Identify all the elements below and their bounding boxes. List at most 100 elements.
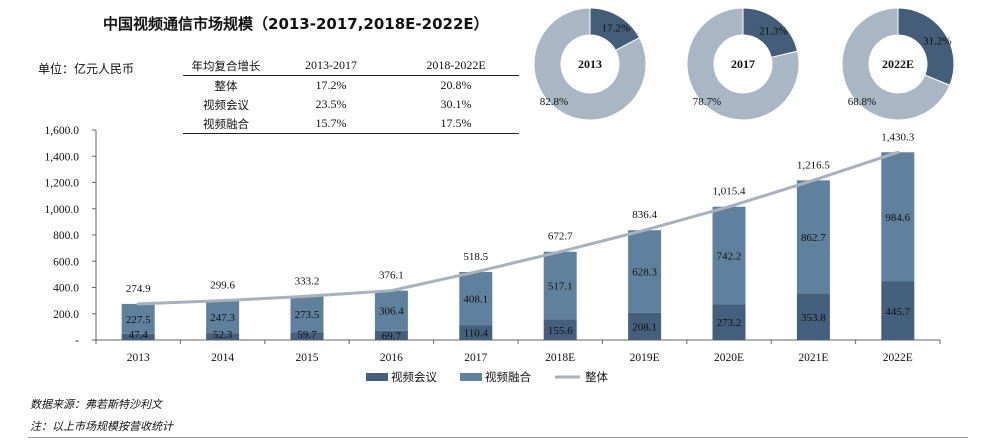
donut-label-fusion: 78.7% xyxy=(693,96,721,108)
bar-conference xyxy=(796,293,830,340)
cagr-row-value: 17.5% xyxy=(393,114,519,134)
total-point xyxy=(727,205,731,209)
y-tick-label: 1,200.0 xyxy=(45,178,80,190)
donut-label-conference: 21.3% xyxy=(759,26,787,38)
x-tick-label: 2018E xyxy=(545,352,575,364)
data-label-total: 376.1 xyxy=(379,270,404,282)
legend-label-conference: 视频会议 xyxy=(391,370,437,384)
total-point xyxy=(136,302,140,306)
data-label-conference: 110.4 xyxy=(464,328,489,340)
data-label-conference: 47.4 xyxy=(129,329,149,341)
data-label-total: 1,216.5 xyxy=(797,159,831,171)
cagr-row-value: 23.5% xyxy=(315,97,347,111)
data-label-total: 333.2 xyxy=(295,275,320,287)
data-label-conference: 52.3 xyxy=(213,329,233,341)
bar-conference xyxy=(290,332,324,340)
donut-slice-conference xyxy=(897,7,955,86)
y-tick-label: 1,400.0 xyxy=(45,151,80,163)
x-tick-label: 2017 xyxy=(464,352,487,364)
total-point xyxy=(305,294,309,298)
bar-conference xyxy=(712,304,746,340)
data-label-conference: 208.1 xyxy=(632,321,657,333)
bar-conference xyxy=(206,333,240,340)
total-point xyxy=(474,270,478,274)
bar-conference xyxy=(628,312,662,340)
data-label-total: 1,015.4 xyxy=(713,186,747,198)
bar-conference xyxy=(459,325,493,340)
donut-label-fusion: 68.8% xyxy=(848,96,876,108)
donut-slice-fusion xyxy=(841,7,951,121)
data-label-total: 274.9 xyxy=(126,283,151,295)
data-label-total: 518.5 xyxy=(463,251,488,263)
x-tick-label: 2019E xyxy=(630,352,660,364)
cagr-row-label: 视频会议 xyxy=(203,97,249,112)
data-label-conference: 273.2 xyxy=(717,317,742,329)
cagr-row: 视频融合 15.7% 17.5% xyxy=(183,114,519,134)
bar-conference xyxy=(121,333,155,340)
donut-slice-fusion xyxy=(533,7,647,121)
bar-fusion xyxy=(374,290,408,331)
legend-swatch-fusion xyxy=(460,373,482,381)
bar-fusion xyxy=(712,206,746,305)
bar-fusion xyxy=(796,180,830,294)
total-point xyxy=(896,150,900,154)
data-label-total: 672.7 xyxy=(548,231,573,243)
bar-conference xyxy=(543,319,577,340)
x-tick-label: 2015 xyxy=(296,352,319,364)
donut-center-label: 2017 xyxy=(731,57,755,71)
y-tick-label: 600.0 xyxy=(53,256,79,268)
bar-fusion xyxy=(628,230,662,313)
y-tick-label: 800.0 xyxy=(53,230,79,242)
cagr-row: 整体 17.2% 20.8% xyxy=(183,76,519,96)
y-tick-label: 200.0 xyxy=(53,309,79,321)
data-label-conference: 69.7 xyxy=(382,330,402,342)
x-tick-label: 2016 xyxy=(380,352,403,364)
legend-swatch-conference xyxy=(366,373,388,381)
legend-label-total: 整体 xyxy=(585,370,608,384)
chart-title: 中国视频通信市场规模（2013-2017,2018E-2022E） xyxy=(103,15,489,33)
total-point xyxy=(558,250,562,254)
data-label-fusion: 984.6 xyxy=(885,212,910,224)
cagr-header-label: 年均复合增长 xyxy=(183,56,269,76)
data-label-total: 299.6 xyxy=(210,280,235,292)
bar-fusion xyxy=(206,300,240,334)
data-label-conference: 59.7 xyxy=(297,329,317,341)
y-tick-label: 1,600.0 xyxy=(45,125,80,137)
donut-slice-conference xyxy=(589,7,641,52)
cagr-header-row: 年均复合增长 2013-2017 2018-2022E xyxy=(183,56,519,76)
total-point xyxy=(811,178,815,182)
donut-label-fusion: 82.8% xyxy=(540,96,568,108)
y-tick-label: 400.0 xyxy=(53,283,79,295)
cagr-row-value: 20.8% xyxy=(440,78,472,92)
y-tick-label: - xyxy=(75,335,79,347)
unit-label: 单位：亿元人民币 xyxy=(38,62,135,76)
total-line xyxy=(136,150,900,306)
cagr-row: 视频会议 23.5% 30.1% xyxy=(183,95,519,114)
total-point xyxy=(221,299,225,303)
bar-fusion xyxy=(121,303,155,334)
donut-center-label: 2022E xyxy=(882,57,914,71)
donut-label-conference: 31.2% xyxy=(923,35,951,47)
footnote: 注：以上市场规模按营收统计 xyxy=(30,420,173,433)
x-tick-label: 2021E xyxy=(798,352,828,364)
data-label-conference: 155.6 xyxy=(548,325,573,337)
data-label-fusion: 408.1 xyxy=(463,294,488,306)
data-label-conference: 445.7 xyxy=(885,306,910,318)
bar-conference xyxy=(881,281,915,340)
data-label-fusion: 517.1 xyxy=(548,281,573,293)
source-note: 数据来源：弗若斯特沙利文 xyxy=(30,398,162,411)
x-tick-label: 2014 xyxy=(211,352,234,364)
bar-fusion xyxy=(881,152,915,282)
cagr-header-period2: 2018-2022E xyxy=(393,56,519,76)
data-label-fusion: 628.3 xyxy=(632,266,657,278)
data-label-total: 1,430.3 xyxy=(881,131,915,143)
cagr-row-label: 视频融合 xyxy=(183,114,269,134)
cagr-table: 年均复合增长 2013-2017 2018-2022E 整体 17.2% 20.… xyxy=(183,56,519,134)
bottom-divider xyxy=(28,437,968,438)
data-label-fusion: 742.2 xyxy=(717,250,742,262)
bar-fusion xyxy=(290,296,324,333)
cagr-row-value: 30.1% xyxy=(440,97,472,111)
total-point xyxy=(389,289,393,293)
x-tick-label: 2013 xyxy=(127,352,150,364)
